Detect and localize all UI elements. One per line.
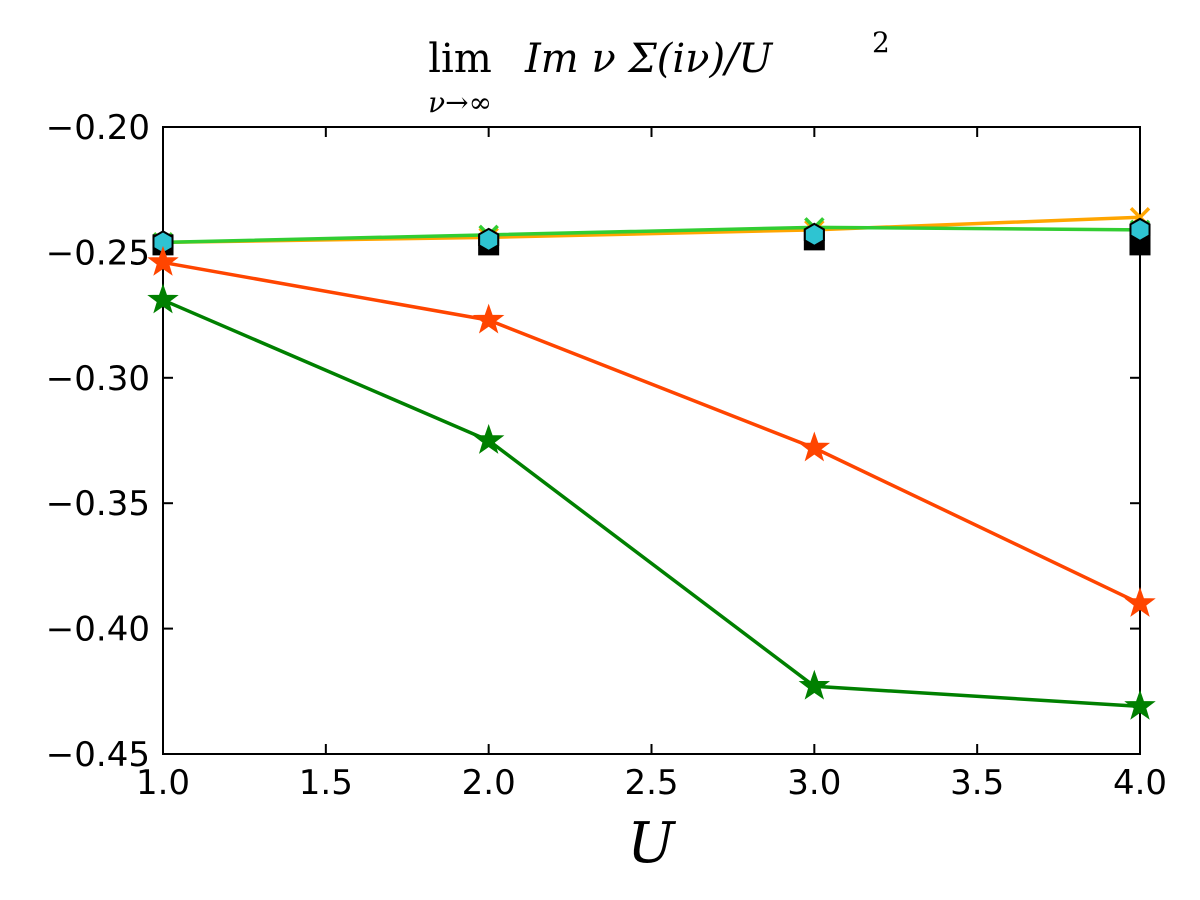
y-tick-label: −0.25	[46, 233, 150, 273]
data-point-star	[798, 669, 831, 700]
title-lim: lim	[428, 36, 492, 82]
title-subscript: ν→∞	[428, 86, 492, 119]
y-tick-label: −0.40	[46, 610, 150, 650]
y-tick-label: −0.35	[46, 484, 150, 524]
x-tick-label: 2.0	[462, 763, 516, 803]
x-tick-label: 3.5	[950, 763, 1004, 803]
x-tick-label: 1.5	[299, 763, 353, 803]
series-5	[147, 283, 1156, 720]
data-point-star	[147, 283, 179, 314]
x-axis: 1.0 1.5 2.0 2.5 3.0 3.5 4.0	[136, 127, 1167, 803]
series-3	[152, 217, 1151, 255]
data-point-hexagon	[803, 222, 825, 247]
y-tick-label: −0.30	[46, 359, 150, 399]
data-point-hexagon	[1129, 217, 1151, 242]
y-axis: −0.20 −0.25 −0.30 −0.35 −0.40 −0.45	[46, 108, 1140, 775]
series-line	[162, 260, 1141, 606]
x-tick-label: 1.0	[136, 763, 190, 803]
data-point-star	[147, 245, 179, 276]
series-line	[162, 225, 1141, 245]
x-tick-label: 2.5	[624, 763, 678, 803]
data-point-star	[798, 431, 831, 462]
series-line	[162, 298, 1141, 709]
data-point-star	[1124, 586, 1156, 617]
data-point-hexagon	[478, 227, 500, 253]
y-tick-label: −0.45	[46, 735, 150, 775]
y-tick-label: −0.20	[46, 108, 150, 148]
series-group	[147, 207, 1156, 720]
x-tick-label: 3.0	[787, 763, 841, 803]
chart-title: lim ν→∞ Im ν Σ(iν)/U 2	[428, 26, 890, 119]
data-point-star	[472, 303, 505, 334]
data-point-star	[1124, 689, 1156, 720]
data-point-star	[472, 423, 505, 454]
x-tick-label: 4.0	[1113, 763, 1167, 803]
plot-frame	[162, 126, 1141, 755]
title-superscript: 2	[872, 26, 890, 59]
x-axis-label: U	[627, 811, 676, 876]
title-body: Im ν Σ(iν)/U	[524, 36, 774, 82]
series-4	[147, 245, 1156, 617]
